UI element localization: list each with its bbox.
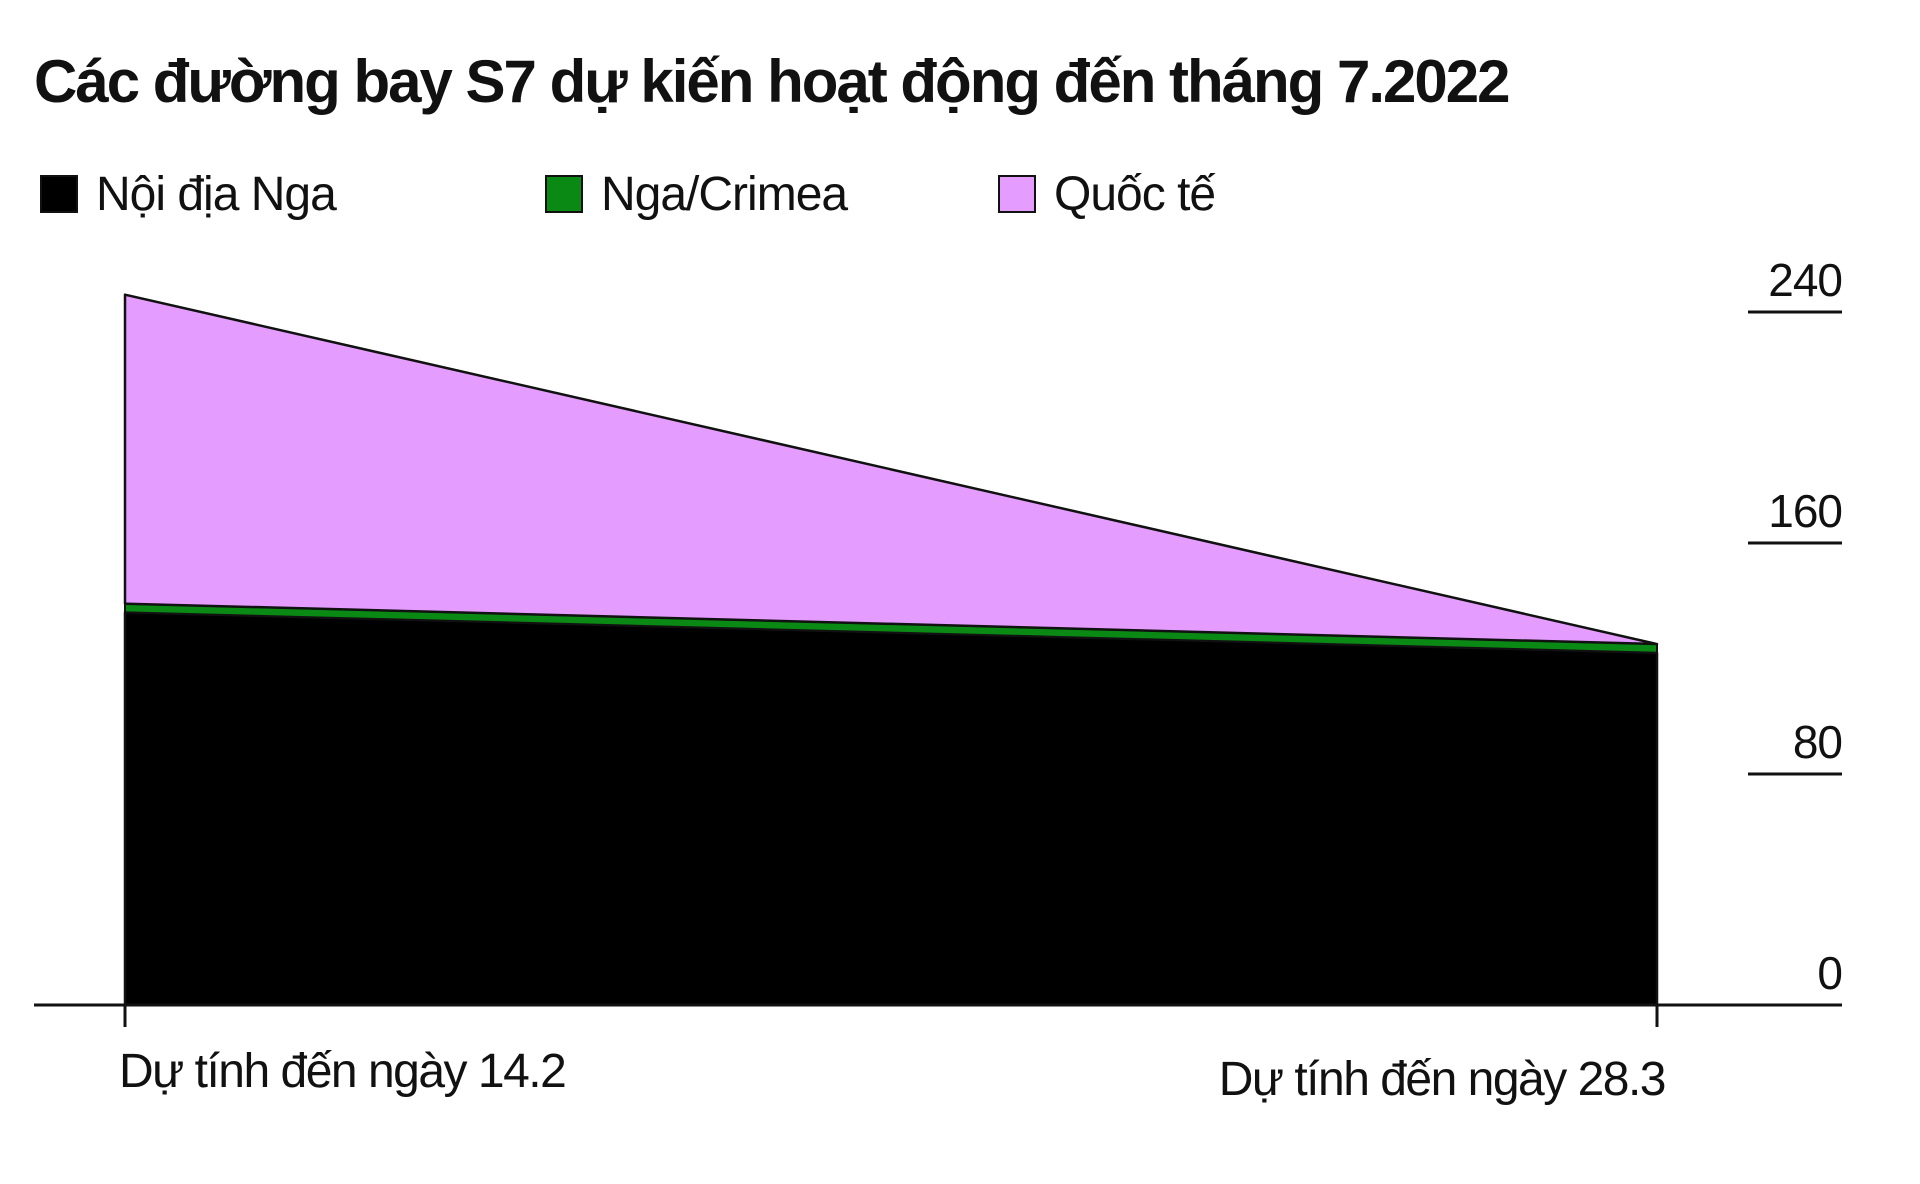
legend-label-quoc-te: Quốc tế [1054,167,1216,221]
legend-item-nga-crimea: Nga/Crimea [545,162,848,226]
legend-label-noi-dia-nga: Nội địa Nga [96,167,337,221]
area-series-0 [123,611,1659,1007]
x-category-label-0: Dự tính đến ngày 14.2 [119,1045,565,1098]
x-category-label-1: Dự tính đến ngày 28.3 [1219,1053,1665,1106]
legend-item-noi-dia-nga: Nội địa Nga [40,162,337,226]
legend-swatch-nga-crimea [545,175,583,213]
chart-title: Các đường bay S7 dự kiến hoạt động đến t… [34,48,1510,115]
legend-swatch-noi-dia-nga [40,175,78,213]
legend-swatch-quoc-te [998,175,1036,213]
area-series-2 [123,293,1659,646]
y-tick-label-80: 80 [1793,716,1842,768]
y-tick-label-0: 0 [1817,947,1842,999]
y-tick-label-160: 160 [1768,485,1842,537]
y-tick-label-240: 240 [1768,254,1842,306]
legend-item-quoc-te: Quốc tế [998,162,1216,226]
legend-label-nga-crimea: Nga/Crimea [601,167,848,221]
